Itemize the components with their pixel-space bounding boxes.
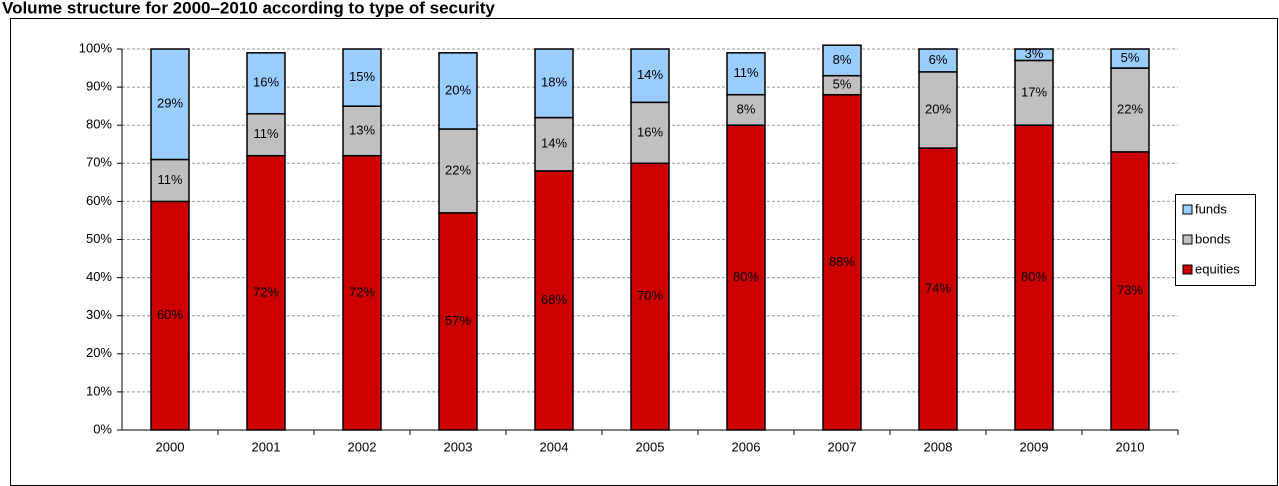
bar-segment	[1110, 48, 1150, 69]
value-label: 6%	[929, 52, 948, 67]
bar-segment	[918, 48, 958, 73]
x-tick-label: 2001	[252, 439, 281, 454]
y-tick-label: 0%	[93, 421, 112, 436]
value-label: 16%	[253, 75, 279, 90]
value-label: 11%	[157, 172, 182, 187]
value-label: 70%	[637, 288, 663, 303]
value-label: 13%	[349, 122, 375, 137]
y-tick-label: 90%	[86, 79, 112, 94]
bar-segment	[150, 158, 190, 203]
value-label: 5%	[1121, 50, 1140, 65]
value-label: 20%	[925, 101, 951, 116]
bar-segment	[1110, 151, 1150, 431]
x-tick-label: 2002	[348, 439, 377, 454]
value-label: 72%	[349, 284, 375, 299]
x-tick-label: 2009	[1020, 439, 1049, 454]
legend-label: equities	[1195, 261, 1240, 276]
bar-segment	[246, 113, 286, 157]
bar-segment	[342, 48, 382, 107]
value-label: 17%	[1021, 84, 1047, 99]
y-tick-label: 20%	[86, 345, 112, 360]
legend-swatch	[1182, 264, 1193, 275]
y-tick-label: 50%	[86, 231, 112, 246]
y-tick-label: 70%	[86, 155, 112, 170]
y-tick-label: 60%	[86, 193, 112, 208]
value-label: 60%	[157, 307, 183, 322]
bar-segment	[342, 105, 382, 157]
bar-segment	[150, 48, 190, 161]
value-label: 5%	[833, 77, 852, 92]
bar-segment	[822, 93, 862, 431]
bar-segment	[726, 124, 766, 431]
value-label: 14%	[637, 67, 663, 82]
legend-swatch	[1182, 204, 1193, 215]
bar-segment	[822, 44, 862, 77]
value-label: 11%	[253, 126, 278, 141]
value-label: 8%	[737, 101, 756, 116]
value-label: 3%	[1025, 46, 1044, 61]
value-label: 72%	[253, 284, 279, 299]
y-tick-label: 10%	[86, 383, 112, 398]
x-tick-label: 2008	[924, 439, 953, 454]
x-tick-label: 2004	[540, 439, 569, 454]
x-tick-label: 2003	[444, 439, 473, 454]
value-label: 15%	[349, 69, 375, 84]
value-label: 68%	[541, 292, 567, 307]
bar-segment	[1014, 124, 1054, 431]
value-label: 16%	[637, 124, 663, 139]
bar-segment	[246, 154, 286, 431]
bar-segment	[438, 52, 478, 130]
value-label: 22%	[1117, 101, 1143, 116]
x-tick-label: 2006	[732, 439, 761, 454]
x-tick-label: 2005	[636, 439, 665, 454]
value-label: 29%	[157, 96, 183, 111]
value-label: 88%	[829, 254, 855, 269]
value-label: 57%	[445, 313, 471, 328]
value-label: 14%	[541, 136, 567, 151]
y-tick-label: 80%	[86, 117, 112, 132]
bar-segment	[630, 48, 670, 104]
value-label: 80%	[733, 269, 759, 284]
bar-segment	[1014, 59, 1054, 126]
bar-segment	[1014, 48, 1054, 62]
bar-segment	[246, 52, 286, 115]
chart-title: Volume structure for 2000–2010 according…	[2, 0, 495, 17]
bar-segment	[534, 48, 574, 119]
x-tick-label: 2007	[828, 439, 857, 454]
value-label: 22%	[445, 162, 471, 177]
value-label: 8%	[833, 52, 852, 67]
legend-label: bonds	[1195, 231, 1231, 246]
bar-segment	[438, 212, 478, 431]
legend-label: funds	[1195, 201, 1227, 216]
y-tick-label: 40%	[86, 269, 112, 284]
bar-segment	[534, 170, 574, 431]
bar-segment	[438, 128, 478, 214]
value-label: 20%	[445, 82, 471, 97]
value-label: 80%	[1021, 269, 1047, 284]
bar-segment	[726, 52, 766, 96]
value-label: 73%	[1117, 282, 1143, 297]
bar-segment	[342, 154, 382, 431]
y-tick-label: 30%	[86, 307, 112, 322]
value-label: 18%	[541, 75, 567, 90]
x-tick-label: 2000	[156, 439, 185, 454]
y-tick-label: 100%	[79, 40, 113, 55]
legend-swatch	[1182, 234, 1193, 245]
value-label: 11%	[733, 65, 758, 80]
bar-segment	[630, 162, 670, 431]
value-label: 74%	[925, 280, 951, 295]
x-tick-label: 2010	[1116, 439, 1145, 454]
